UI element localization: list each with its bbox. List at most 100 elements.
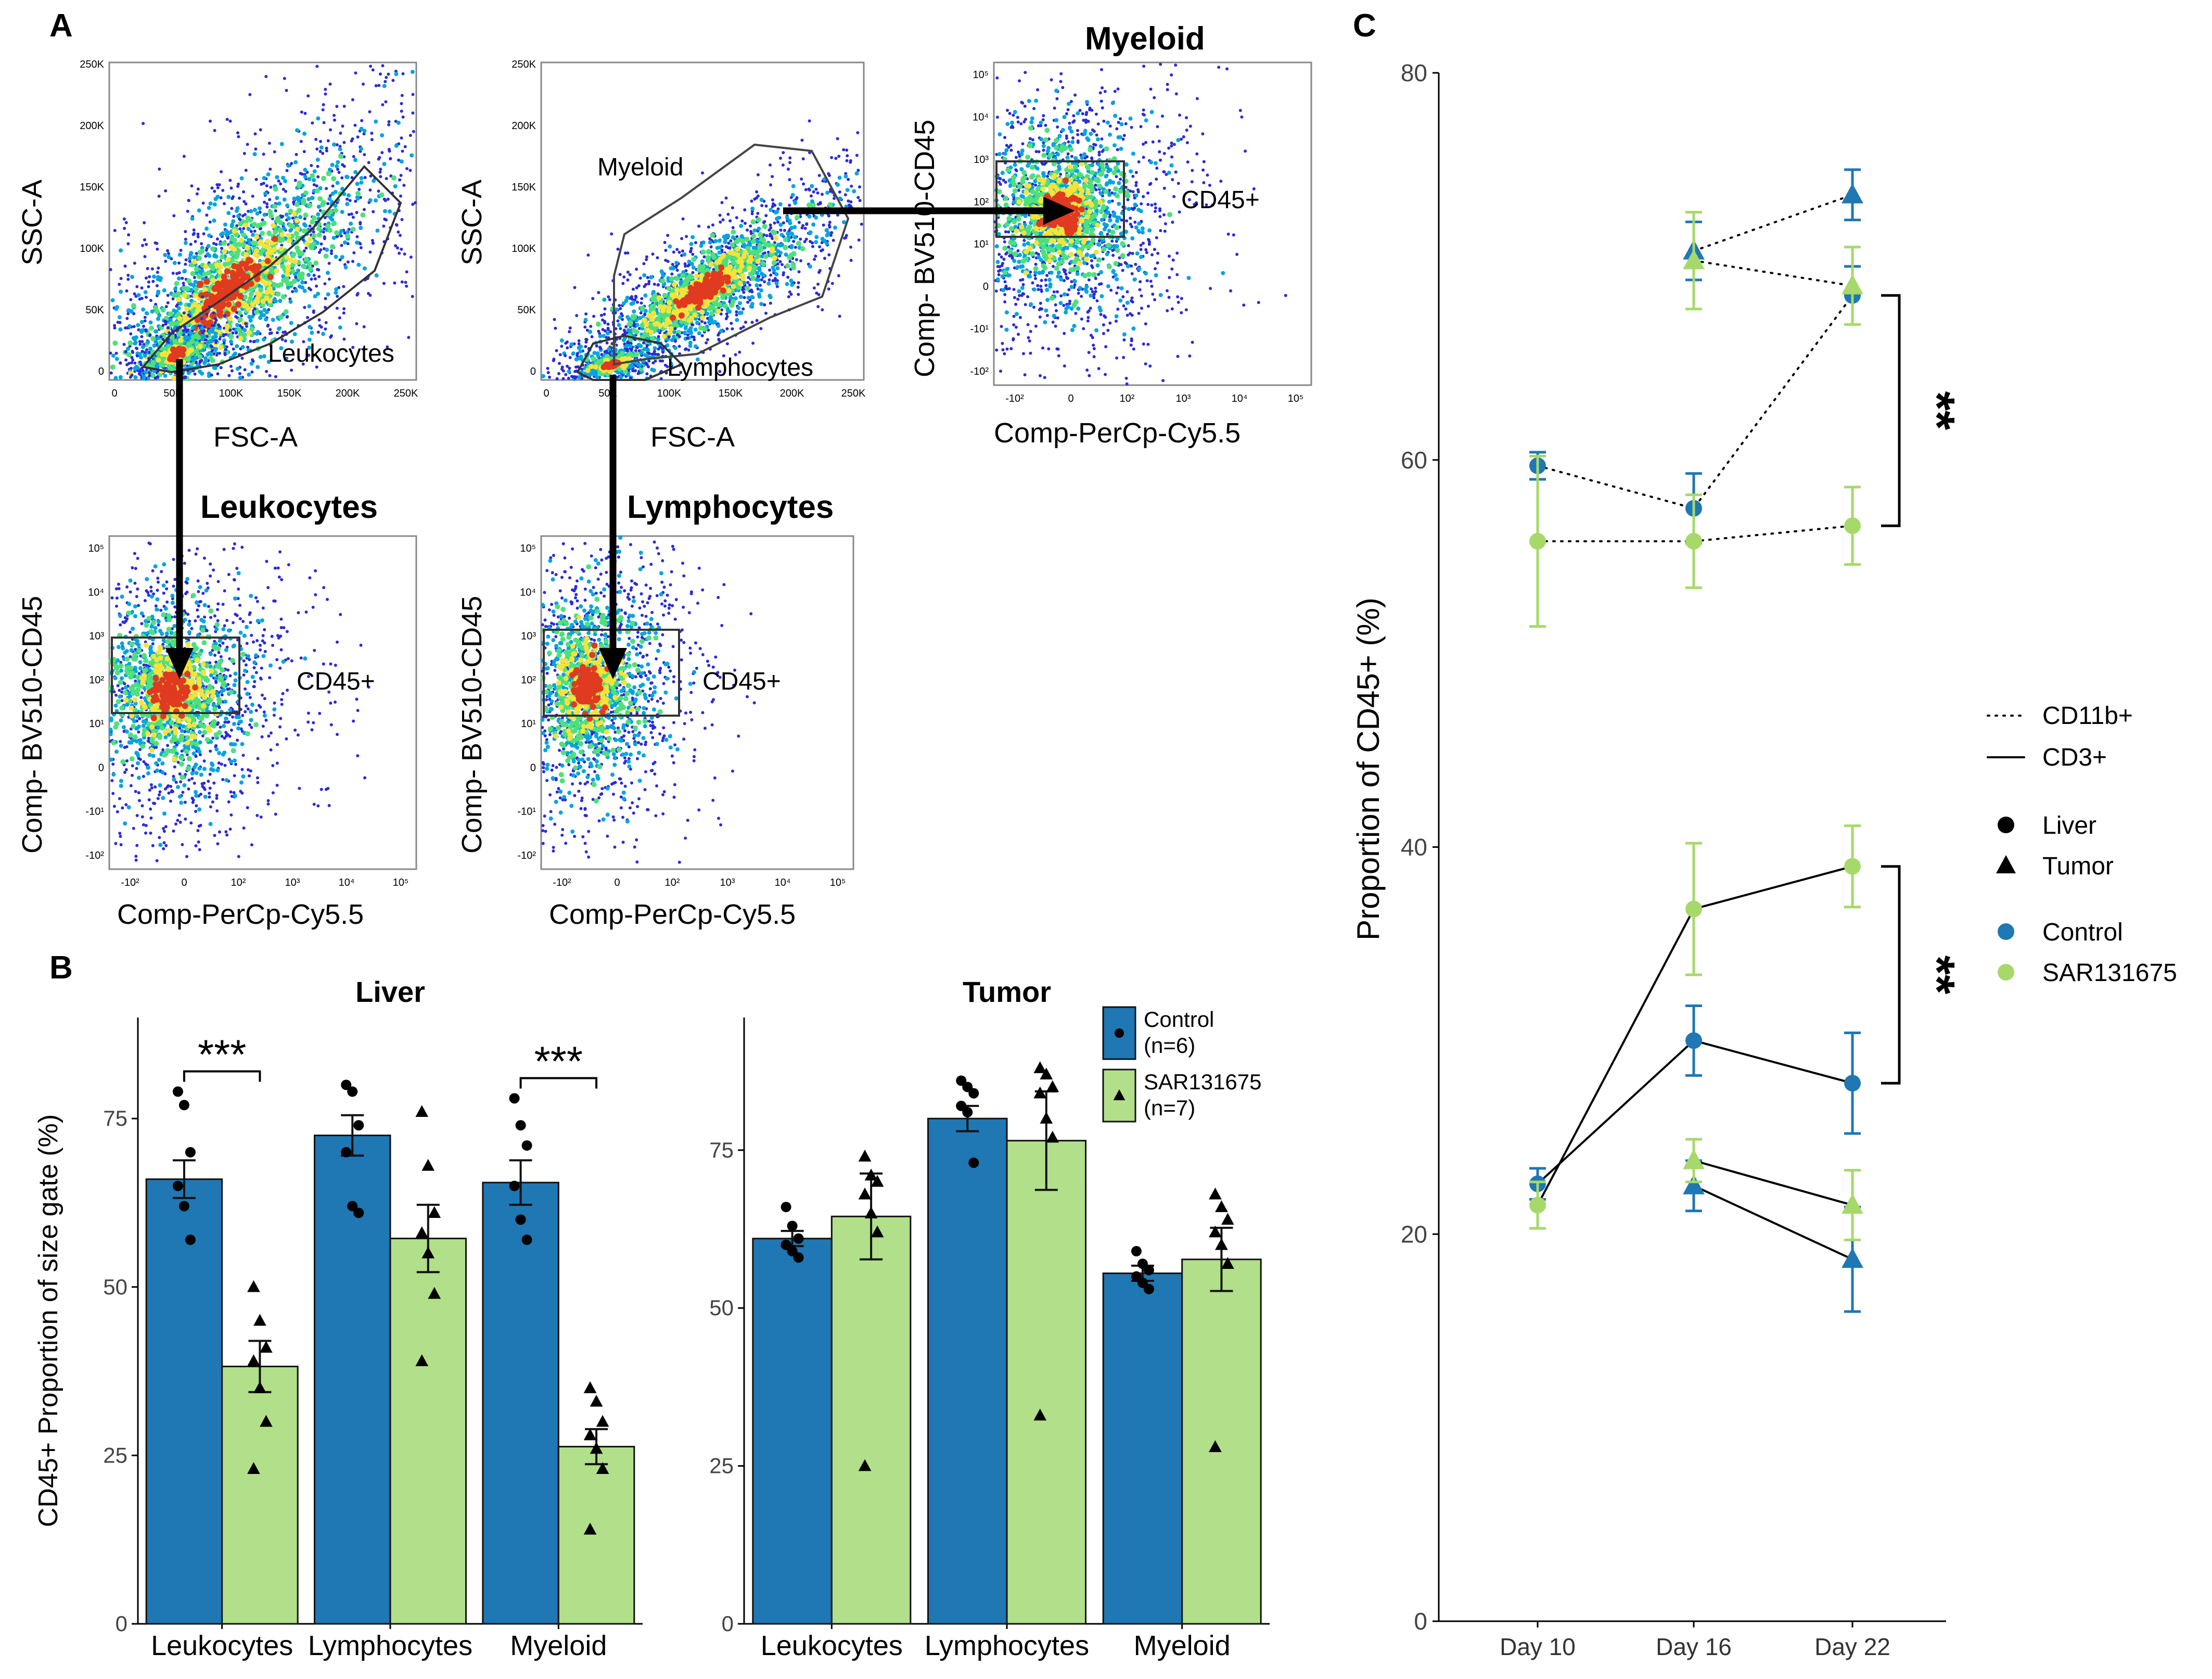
legend-n: (n=6) xyxy=(1144,1033,1195,1058)
series-line xyxy=(1693,259,1853,287)
tick-label: 10¹ xyxy=(89,718,104,730)
data-point-sar xyxy=(858,1459,872,1471)
y-tick-label: 75 xyxy=(709,1138,734,1162)
tick-label: 10³ xyxy=(285,877,300,888)
bar-sar131675-myeloid xyxy=(557,1446,635,1625)
bar-control-leukocytes xyxy=(145,1178,223,1625)
data-point-sar xyxy=(415,1105,429,1117)
y-tick-label: 0 xyxy=(116,1611,127,1636)
data-point-sar xyxy=(583,1428,597,1441)
tick-label: 10³ xyxy=(1176,393,1191,404)
data-point-sar xyxy=(1033,1086,1047,1099)
gate-myeloid xyxy=(613,143,850,366)
tick-label: 10² xyxy=(1120,393,1135,404)
legend-marker xyxy=(1113,1089,1126,1100)
tick-label: 10⁴ xyxy=(973,111,989,123)
tick-label: 10⁵ xyxy=(830,877,846,888)
bar-sar131675-lymphocytes xyxy=(1006,1140,1086,1625)
significance-bracket xyxy=(1881,865,1901,1085)
data-point-sar xyxy=(421,1246,435,1258)
tick-label: 50K xyxy=(85,304,104,316)
tick-label: 10³ xyxy=(521,631,536,642)
axis-label-ssc: SSC-A xyxy=(17,180,48,265)
data-point-sar xyxy=(428,1287,441,1299)
data-point-sar xyxy=(247,1462,260,1474)
bar-chart-B-liver: Liver 0 25 50 75 CD45+ Proportion of size gat… xyxy=(33,975,643,1661)
tick-label: -10² xyxy=(517,850,536,861)
gate-label-lymphocytes: Lymphocytes xyxy=(667,354,813,381)
tick-label: 250K xyxy=(80,59,104,70)
gate-cd45 xyxy=(995,160,1125,238)
tick-label: -10² xyxy=(553,877,571,888)
series-line xyxy=(1693,1159,1853,1206)
gate-lymphocytes xyxy=(576,334,684,381)
data-point-sar xyxy=(1033,1408,1047,1421)
flow-title-lymphocytes: Lymphocytes xyxy=(627,489,834,525)
panel-label-c: C xyxy=(1353,8,1376,44)
data-point xyxy=(1683,1174,1705,1194)
data-point-control xyxy=(962,1107,973,1118)
data-point-sar xyxy=(1046,1130,1059,1143)
x-tick-label: Lymphocytes xyxy=(925,1630,1089,1661)
gate-label-cd45: CD45+ xyxy=(702,668,781,695)
data-point-sar xyxy=(864,1206,878,1218)
data-point-sar xyxy=(253,1381,266,1393)
axis-label-fsc: FSC-A xyxy=(650,422,735,453)
data-point-control xyxy=(521,1235,532,1245)
data-point-control xyxy=(178,1201,189,1212)
data-point-control xyxy=(341,1147,352,1158)
y-tick-label: 0 xyxy=(1414,1608,1427,1635)
legend-marker-control xyxy=(1998,923,2014,940)
significance-label: *** xyxy=(534,1038,583,1085)
data-point-sar xyxy=(583,1381,597,1393)
tick-label: 10¹ xyxy=(974,239,989,250)
data-point-sar xyxy=(247,1354,260,1366)
legend-marker-liver xyxy=(1998,817,2014,833)
tick-labels: 10⁵ 10⁴ 10³ 10² 10¹ 0 -10¹ -10² -10² 0 10² 10³ 10⁴ 10… xyxy=(970,69,1303,404)
x-tick-label: Myeloid xyxy=(510,1630,607,1661)
tick-label: 0 xyxy=(181,877,187,888)
x-tick-label: Leukocytes xyxy=(761,1630,903,1661)
data-point-control xyxy=(347,1086,358,1097)
bar-sar131675-lymphocytes xyxy=(389,1238,467,1625)
x-tick-label: Leukocytes xyxy=(151,1630,293,1661)
tick-label: 0 xyxy=(530,762,536,773)
bar-control-myeloid xyxy=(1102,1272,1183,1625)
tick-label: 100K xyxy=(657,388,682,399)
data-point-control xyxy=(968,1158,979,1168)
tick-label: 200K xyxy=(512,120,536,132)
y-tick-label: 80 xyxy=(1401,59,1427,86)
data-point-control xyxy=(185,1235,196,1245)
data-point-sar xyxy=(260,1415,273,1427)
data-point-control xyxy=(341,1079,352,1090)
tick-label: 100K xyxy=(219,388,244,399)
flow-title-myeloid: Myeloid xyxy=(1085,21,1205,57)
bar-chart-B-tumor: Tumor 0 25 50 75 Leukocytes Lymphocytes Myeloid… xyxy=(709,975,1270,1661)
tick-label: 250K xyxy=(394,388,418,399)
y-tick-label: 75 xyxy=(103,1106,127,1130)
tick-label: 0 xyxy=(111,388,117,399)
x-tick-label: Day 22 xyxy=(1814,1633,1890,1660)
tick-label: 10³ xyxy=(974,154,989,166)
data-point xyxy=(1842,1193,1863,1214)
data-point-control xyxy=(515,1214,526,1225)
x-tick-label: Day 10 xyxy=(1500,1633,1576,1660)
tick-label: -10² xyxy=(121,877,139,888)
data-point-control xyxy=(172,1180,183,1191)
flow-plot-leukocytes-cd45: Leukocytes CD45+ Comp- BV510-CD45 Comp-P… xyxy=(17,489,417,930)
gate-label-leukocytes: Leukocytes xyxy=(268,340,394,367)
axis-label-cd45: Comp- BV510-CD45 xyxy=(456,596,488,854)
y-tick-label: 50 xyxy=(103,1275,127,1299)
tick-label: 0 xyxy=(530,366,536,377)
legend-label: SAR131675 xyxy=(2042,959,2177,987)
tick-label: 150K xyxy=(80,182,104,193)
data-point-sar xyxy=(1215,1238,1228,1250)
gate-label-cd45: CD45+ xyxy=(1181,186,1260,214)
data-point-control xyxy=(178,1100,189,1111)
line-chart-plot: 0 20 40 60 80 Day 10 Day 16 Day 22 Proportion of… xyxy=(1351,59,1965,1660)
tick-label: 10⁵ xyxy=(520,543,536,554)
legend-marker-sar131675 xyxy=(1998,964,2014,981)
data-point-sar xyxy=(596,1415,609,1427)
data-point-control xyxy=(353,1207,364,1218)
tick-label: 0 xyxy=(983,281,989,292)
